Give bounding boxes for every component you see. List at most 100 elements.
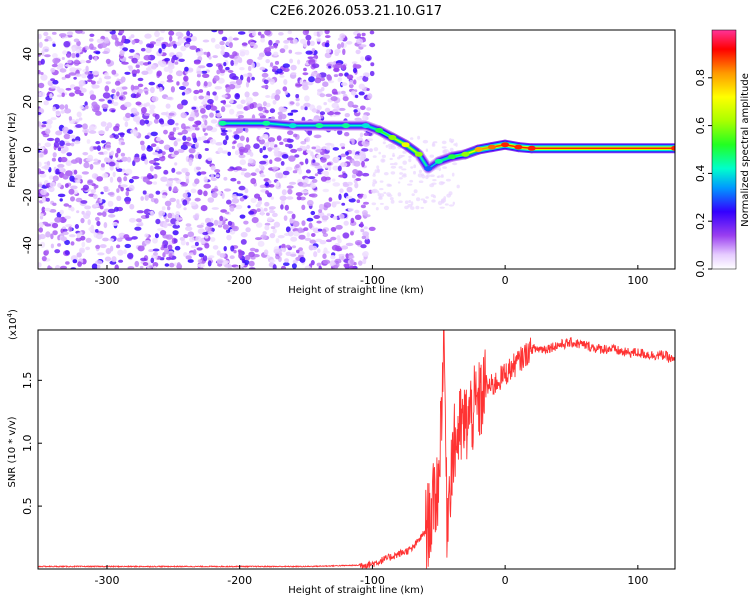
- noise-cell: [285, 244, 291, 249]
- noise-cell: [236, 180, 241, 185]
- noise-cell: [38, 234, 42, 241]
- noise-cell: [210, 237, 216, 242]
- noise-cell: [363, 201, 369, 205]
- noise-cell: [238, 154, 246, 159]
- noise-cell: [198, 253, 205, 258]
- noise-cell: [107, 99, 112, 104]
- noise-cell: [54, 137, 60, 143]
- noise-cell: [346, 186, 353, 193]
- noise-cell: [177, 132, 183, 136]
- noise-cell: [257, 240, 265, 247]
- noise-cell: [323, 247, 328, 253]
- ridge-point: [434, 158, 443, 164]
- noise-cell: [379, 202, 384, 205]
- noise-cell: [402, 150, 407, 154]
- noise-cell: [302, 30, 309, 36]
- noise-cell: [249, 41, 256, 47]
- noise-cell: [263, 207, 268, 212]
- noise-cell: [240, 99, 246, 105]
- noise-cell: [415, 205, 420, 210]
- spectrogram-x-tick-label: 0: [502, 274, 509, 287]
- noise-cell: [336, 105, 340, 111]
- noise-cell: [84, 105, 89, 110]
- noise-cell: [53, 141, 60, 148]
- noise-cell: [240, 168, 248, 172]
- ridge-point: [527, 145, 536, 151]
- noise-cell: [49, 182, 56, 187]
- noise-cell: [359, 44, 367, 48]
- noise-cell: [171, 57, 175, 64]
- noise-cell: [329, 260, 336, 267]
- noise-cell: [196, 73, 202, 78]
- noise-cell: [128, 217, 137, 223]
- noise-cell: [247, 65, 252, 72]
- noise-cell: [132, 85, 140, 90]
- noise-cell: [257, 201, 262, 205]
- noise-cell: [296, 196, 302, 201]
- noise-cell: [279, 248, 285, 252]
- noise-cell: [340, 162, 348, 168]
- noise-cell: [264, 222, 271, 226]
- noise-cell: [47, 266, 53, 269]
- noise-cell: [258, 164, 264, 169]
- noise-cell: [304, 95, 310, 102]
- noise-cell: [94, 184, 99, 189]
- noise-cell: [203, 183, 211, 189]
- noise-cell: [332, 182, 341, 187]
- noise-cell: [303, 102, 311, 108]
- noise-cell: [43, 31, 49, 37]
- noise-cell: [344, 113, 350, 118]
- noise-cell: [66, 152, 72, 157]
- noise-cell: [407, 183, 413, 186]
- noise-cell: [234, 93, 240, 100]
- noise-cell: [214, 94, 219, 101]
- noise-cell: [136, 69, 140, 74]
- noise-cell: [311, 71, 318, 77]
- colorbar-tick-label: 0.6: [694, 117, 707, 135]
- noise-cell: [130, 107, 138, 114]
- noise-cell: [203, 81, 208, 87]
- noise-cell: [234, 150, 240, 156]
- spectrogram-x-label: Height of straight line (km): [288, 285, 424, 296]
- noise-cell: [362, 141, 370, 147]
- noise-cell: [359, 132, 364, 138]
- noise-cell: [114, 40, 120, 47]
- noise-cell: [160, 230, 167, 236]
- noise-cell: [156, 146, 160, 152]
- noise-cell: [219, 69, 226, 74]
- noise-cell: [165, 96, 173, 100]
- noise-cell: [57, 147, 62, 152]
- noise-cell: [103, 222, 108, 229]
- noise-cell: [385, 144, 389, 148]
- noise-cell: [360, 105, 366, 111]
- noise-cell: [345, 151, 349, 156]
- noise-cell: [200, 135, 207, 141]
- noise-cell: [41, 124, 46, 128]
- noise-cell: [57, 163, 65, 168]
- noise-cell: [52, 57, 60, 64]
- noise-cell: [264, 47, 271, 53]
- snr-frame: [37, 329, 676, 570]
- noise-cell: [317, 168, 324, 172]
- noise-cell: [300, 140, 307, 145]
- noise-cell: [248, 158, 254, 164]
- noise-cell: [70, 206, 75, 212]
- noise-cell: [339, 143, 346, 147]
- noise-cell: [258, 112, 264, 117]
- noise-cell: [239, 197, 245, 202]
- noise-cell: [67, 34, 73, 38]
- noise-cell: [232, 37, 239, 41]
- noise-cell: [268, 184, 275, 188]
- noise-cell: [129, 203, 135, 210]
- noise-cell: [363, 132, 370, 136]
- noise-cell: [55, 110, 60, 115]
- noise-cell: [345, 253, 350, 259]
- noise-cell: [432, 179, 437, 182]
- noise-cell: [204, 119, 208, 126]
- noise-cell: [272, 228, 277, 234]
- noise-cell: [45, 36, 52, 40]
- noise-cell: [181, 123, 186, 130]
- noise-cell: [95, 110, 102, 116]
- noise-cell: [226, 234, 232, 241]
- noise-cell: [107, 208, 116, 214]
